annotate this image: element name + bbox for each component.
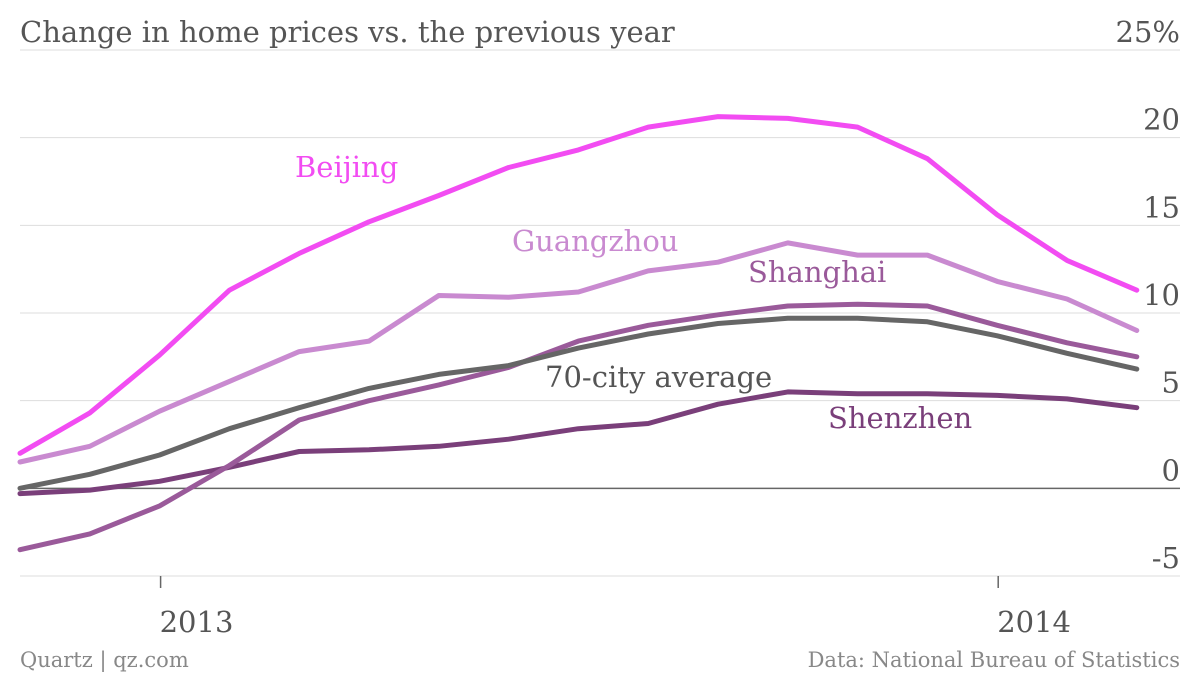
series-label-beijing: Beijing [295, 150, 398, 184]
y-tick-label: 0 [1162, 453, 1180, 487]
series-line-beijing [17, 114, 1140, 456]
series-label-shenzhen: Shenzhen [828, 401, 972, 435]
data-source: Data: National Bureau of Statistics [808, 648, 1180, 672]
x-tick-label: 2014 [997, 605, 1071, 639]
y-axis-ticks: 25% 20 15 10 5 0 -5 [1116, 15, 1180, 575]
series-line-shanghai [17, 301, 1140, 553]
x-tick-label: 2013 [160, 605, 234, 639]
y-tick-label: 20 [1143, 103, 1180, 137]
chart-title: Change in home prices vs. the previous y… [20, 15, 675, 49]
x-axis-ticks: 2013 2014 [160, 576, 1071, 639]
series-labels: Beijing Guangzhou Shanghai 70-city average S… [295, 150, 972, 435]
source-credit: Quartz | qz.com [20, 648, 189, 673]
series-label-70-city-average: 70-city average [545, 360, 772, 394]
y-tick-label: 25% [1116, 15, 1180, 49]
y-tick-label: -5 [1152, 541, 1180, 575]
gridlines [20, 49, 1180, 577]
series-line-shenzhen [17, 389, 1140, 497]
y-tick-label: 15 [1143, 190, 1180, 224]
series-label-guangzhou: Guangzhou [512, 224, 678, 258]
series-lines [17, 114, 1140, 553]
y-tick-label: 10 [1143, 278, 1180, 312]
y-tick-label: 5 [1162, 366, 1180, 400]
series-line-guangzhou [17, 240, 1140, 465]
series-label-shanghai: Shanghai [748, 255, 886, 289]
series-line-70-city-average [17, 315, 1140, 491]
